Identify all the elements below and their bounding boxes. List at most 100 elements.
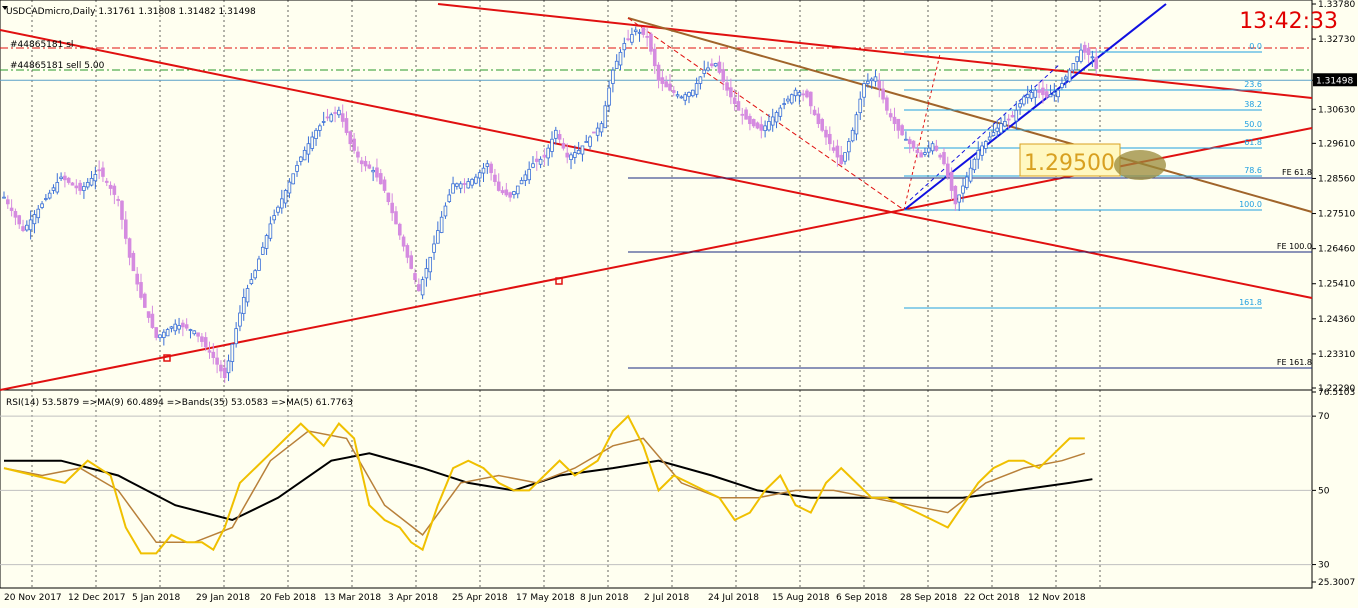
candle-body <box>363 160 368 167</box>
candle-body <box>13 211 18 218</box>
candle-body <box>143 293 147 308</box>
candle-body <box>420 279 425 296</box>
candle <box>999 117 1003 135</box>
candle <box>961 178 965 203</box>
candle-body <box>877 80 882 89</box>
candle-body <box>207 350 212 353</box>
candle-body <box>755 122 760 129</box>
candle-body <box>321 121 326 123</box>
candle-body <box>348 131 353 145</box>
candle-body <box>500 190 505 194</box>
candle <box>74 179 79 195</box>
candle <box>420 276 425 300</box>
candle <box>930 141 935 155</box>
candle-body <box>344 118 349 133</box>
candle-body <box>1025 94 1030 99</box>
candle-body <box>1006 118 1011 121</box>
candle-body <box>869 78 874 82</box>
rsi-legend: RSI(14) 53.5879 =>MA(9) 60.4894 =>Bands(… <box>6 398 353 408</box>
candle <box>500 186 505 195</box>
candle-body <box>173 323 178 332</box>
candle <box>367 161 372 170</box>
candle-body <box>47 192 52 199</box>
candle <box>25 220 29 232</box>
candle-body <box>55 182 60 193</box>
candle-body <box>162 331 166 338</box>
candle-body <box>580 145 585 155</box>
candle-body <box>1018 103 1022 108</box>
fib-level-label: 61.8 <box>1244 138 1262 147</box>
candle-body <box>789 94 794 104</box>
annotation-box <box>1019 143 1121 177</box>
candle <box>710 58 714 69</box>
candle <box>736 91 741 111</box>
candle-body <box>70 182 75 186</box>
candle <box>858 91 863 121</box>
candle <box>264 233 269 256</box>
x-tick-label: 22 Oct 2018 <box>964 593 1020 603</box>
candle <box>249 273 254 286</box>
rsi-y-tick-label: 70 <box>1318 412 1330 422</box>
candle <box>13 208 18 226</box>
candle <box>112 183 117 205</box>
candle <box>443 202 448 219</box>
candle-body <box>390 202 394 214</box>
candle <box>847 138 851 161</box>
fib-expansion-label: FE 161.8 <box>1277 358 1312 367</box>
candle <box>599 121 604 137</box>
trendline-brown <box>627 17 1313 213</box>
candle-body <box>82 186 86 191</box>
candle-body <box>386 192 391 203</box>
candle <box>169 325 174 333</box>
candle <box>786 95 790 104</box>
candle <box>873 69 878 87</box>
candle <box>1033 87 1038 106</box>
candle <box>394 206 398 225</box>
candle <box>260 242 265 255</box>
candle-body <box>181 322 185 328</box>
candle <box>965 171 969 190</box>
candle-body <box>1033 89 1038 98</box>
candle <box>9 199 14 217</box>
candle <box>641 27 646 38</box>
candle-body <box>546 147 550 159</box>
candle-body <box>873 76 878 82</box>
candle <box>146 311 151 323</box>
candle <box>47 189 52 200</box>
candle-body <box>154 327 159 338</box>
candle-body <box>310 136 315 149</box>
candle <box>257 255 261 271</box>
symbol-info: USDCADmicro,Daily 1.31761 1.31808 1.3148… <box>6 7 256 17</box>
candle <box>59 172 63 181</box>
x-tick-label: 3 Apr 2018 <box>388 593 438 603</box>
y-tick-label: 1.23310 <box>1318 350 1355 360</box>
candle-body <box>904 138 908 141</box>
candle <box>729 78 733 105</box>
candle <box>816 107 821 128</box>
candle-body <box>123 219 128 239</box>
candle <box>378 169 383 185</box>
candle <box>850 127 855 143</box>
candle <box>325 108 330 122</box>
candle <box>241 288 246 321</box>
candle <box>592 131 596 134</box>
candle-body <box>325 116 330 119</box>
candle-body <box>436 230 440 244</box>
candle-body <box>550 138 554 152</box>
candle <box>656 62 661 89</box>
candle <box>660 69 665 92</box>
candle-body <box>112 185 117 195</box>
candle-body <box>101 167 105 177</box>
candle <box>550 131 554 158</box>
candle <box>424 258 429 287</box>
candle <box>984 139 988 154</box>
rsi-line <box>3 414 1085 555</box>
candle <box>375 158 379 182</box>
candle <box>1014 101 1019 130</box>
candle <box>828 126 832 151</box>
candle-body <box>451 183 455 194</box>
candle-body <box>732 97 737 104</box>
candle <box>120 200 124 230</box>
candle <box>755 121 760 130</box>
candle <box>127 237 132 266</box>
